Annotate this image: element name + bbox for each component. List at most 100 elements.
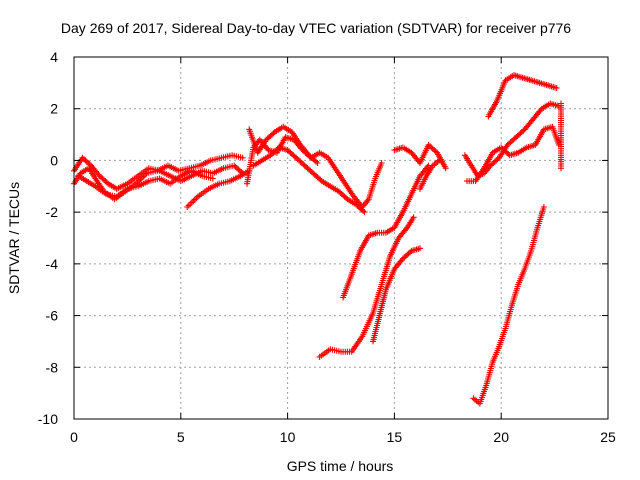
- data-point: [286, 148, 292, 155]
- data-point: [360, 207, 367, 214]
- y-tick-label: -6: [46, 308, 59, 324]
- data-point: [303, 163, 310, 170]
- data-point: [288, 151, 295, 157]
- data-point: [239, 154, 246, 161]
- grid: [74, 57, 608, 419]
- data-point: [516, 131, 522, 138]
- data-point: [297, 158, 304, 165]
- data-point: [314, 174, 321, 181]
- x-tick-label: 10: [280, 429, 296, 445]
- data-point: [284, 147, 291, 154]
- data-point: [103, 179, 110, 186]
- data-point: [99, 175, 106, 182]
- data-point: [490, 160, 497, 166]
- data-point: [184, 204, 191, 210]
- y-tick-label: 2: [50, 101, 58, 117]
- chart-title: Day 269 of 2017, Sidereal Day-to-day VTE…: [61, 20, 571, 36]
- data-point: [499, 145, 506, 152]
- data-point: [417, 245, 423, 252]
- data-point: [341, 193, 348, 200]
- x-tick-label: 0: [70, 429, 78, 445]
- data-point: [425, 141, 432, 148]
- data-point: [427, 143, 433, 150]
- data-point: [311, 157, 318, 164]
- data-point: [271, 148, 278, 155]
- y-tick-label: -4: [46, 256, 59, 272]
- data-point: [361, 209, 368, 216]
- data-point: [236, 167, 243, 174]
- data-point: [337, 189, 344, 196]
- data-point: [498, 144, 505, 151]
- data-point: [553, 85, 560, 91]
- data-point: [540, 204, 547, 210]
- data-point: [317, 176, 324, 183]
- data-point: [98, 174, 105, 181]
- axis-ticks: 0 5 10 15 20 25 -10 -8 -6 -4 -2 0 2 4: [38, 49, 616, 445]
- data-point: [407, 249, 414, 256]
- data-point: [267, 132, 274, 139]
- data-point: [270, 130, 277, 137]
- data-point: [378, 160, 385, 166]
- data-point: [504, 141, 511, 148]
- data-point: [410, 214, 417, 221]
- data-point: [308, 154, 315, 161]
- y-tick-label: -2: [46, 204, 59, 220]
- data-point: [353, 201, 359, 208]
- data-point: [266, 134, 273, 141]
- data-point: [313, 172, 320, 179]
- data-point: [273, 147, 280, 154]
- data-point: [338, 191, 345, 197]
- data-point: [513, 134, 520, 141]
- data-point: [558, 165, 564, 172]
- x-axis-label: GPS time / hours: [287, 458, 394, 474]
- plot-frame: [73, 56, 609, 420]
- data-point: [296, 157, 302, 164]
- x-tick-label: 5: [177, 429, 185, 445]
- data-point: [270, 149, 277, 156]
- data-point: [188, 199, 195, 206]
- data-point: [301, 162, 308, 169]
- data-point: [306, 166, 312, 173]
- data-point: [493, 157, 500, 164]
- data-point: [503, 149, 510, 156]
- data-point: [95, 171, 102, 178]
- data-point: [209, 175, 216, 182]
- data-point: [436, 157, 443, 164]
- data-point: [502, 148, 509, 155]
- data-point: [428, 144, 435, 151]
- y-tick-label: -10: [38, 411, 58, 427]
- data-point: [491, 158, 498, 165]
- data-point: [514, 132, 521, 139]
- data-point: [294, 156, 301, 163]
- data-point: [431, 147, 438, 154]
- data-point: [442, 165, 449, 172]
- y-axis-label: SDTVAR / TECUs: [6, 182, 22, 294]
- data-point: [402, 253, 409, 260]
- data-point: [83, 158, 90, 165]
- data-point: [355, 204, 362, 210]
- data-point: [403, 226, 409, 233]
- data-point: [267, 152, 274, 159]
- x-tick-label: 20: [493, 429, 509, 445]
- data-point: [508, 138, 515, 144]
- data-point: [300, 161, 307, 168]
- data-points: [71, 72, 564, 407]
- data-point: [100, 176, 107, 183]
- data-point: [404, 251, 411, 258]
- data-point: [313, 158, 320, 165]
- data-point: [81, 156, 87, 163]
- y-tick-label: 0: [50, 152, 58, 168]
- data-point: [517, 130, 524, 137]
- data-point: [354, 202, 361, 209]
- data-point: [520, 127, 527, 134]
- data-point: [357, 205, 364, 212]
- data-point: [487, 162, 494, 169]
- data-point: [314, 160, 321, 166]
- data-point: [190, 198, 197, 205]
- data-point: [86, 161, 93, 168]
- data-point: [235, 166, 242, 173]
- data-point: [401, 254, 408, 261]
- y-tick-label: -8: [46, 359, 59, 375]
- data-point: [311, 171, 318, 178]
